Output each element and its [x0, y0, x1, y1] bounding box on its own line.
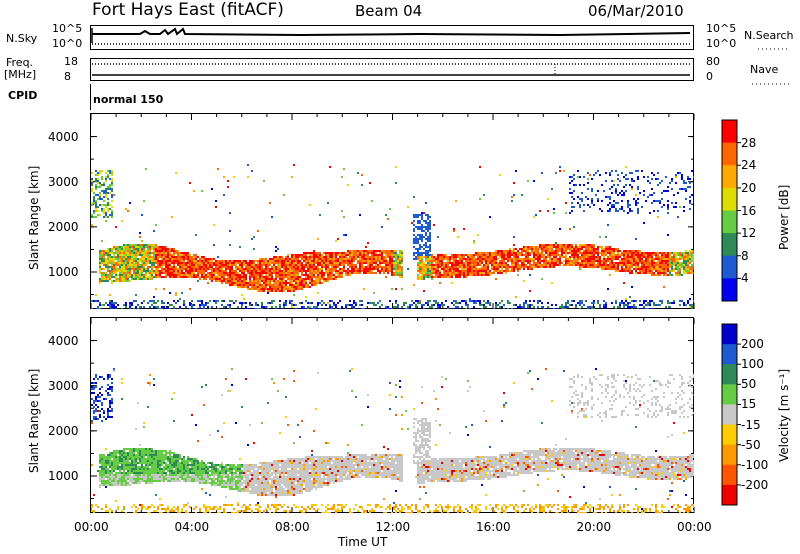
velocity-ylabel: Slant Range [km]	[27, 368, 41, 473]
colorbar-swatch	[722, 165, 737, 189]
y-tick-label: 1000	[48, 264, 79, 279]
power-colorbar-label: Power [dB]	[777, 184, 791, 250]
x-tick-label: 08:00	[275, 520, 310, 534]
y-tick-label: 4000	[48, 129, 79, 144]
nsearch-tick-bottom: 10^0	[706, 37, 737, 50]
nsky-tick-bottom: 10^0	[52, 37, 83, 50]
velocity-colorbar-label: Velocity [m s⁻¹]	[777, 368, 791, 462]
cpid-label: CPID	[8, 89, 38, 102]
nsearch-tick-top: 10^5	[706, 22, 737, 35]
nsearch-label: N.Search	[744, 29, 794, 42]
y-tick-label: 2000	[48, 219, 79, 234]
colorbar-swatch	[722, 324, 737, 345]
colorbar-swatch	[722, 344, 737, 365]
nsky-line	[92, 27, 691, 37]
colorbar-swatch	[722, 255, 737, 279]
freq-unit: [MHz]	[4, 68, 37, 81]
colorbar-tick-label: 12	[741, 226, 757, 241]
nsky-panel-frame	[90, 25, 694, 50]
y-tick-label: 4000	[48, 333, 79, 348]
colorbar-swatch	[722, 464, 737, 486]
freq-tick-top: 18	[64, 55, 78, 68]
station-title: Fort Hays East (fitACF)	[92, 0, 284, 20]
colorbar-tick-label: 16	[741, 203, 757, 218]
colorbar-swatch	[722, 278, 737, 302]
x-tick-label: 20:00	[576, 520, 612, 534]
colorbar-tick-label: -100	[741, 457, 769, 472]
freq-label: Freq.	[6, 56, 34, 69]
colorbar-tick-label: 15	[741, 397, 757, 412]
freq-panel-frame	[90, 58, 694, 81]
colorbar-tick-label: 200	[741, 337, 764, 352]
colorbar-swatch	[722, 484, 737, 506]
colorbar-swatch	[722, 364, 737, 385]
power-heatmap	[91, 114, 694, 309]
nsky-tick-top: 10^5	[52, 22, 83, 35]
x-tick-label: 00:00	[677, 520, 712, 534]
beam-title: Beam 04	[355, 2, 423, 20]
colorbar-swatch	[722, 142, 737, 166]
colorbar-tick-label: -200	[741, 477, 769, 492]
colorbar-tick-label: 28	[741, 135, 757, 150]
power-ylabel: Slant Range [km]	[27, 165, 41, 270]
velocity-heatmap	[91, 318, 694, 513]
y-tick-label: 2000	[48, 423, 79, 438]
x-tick-label: 00:00	[74, 520, 109, 534]
colorbar-tick-label: 24	[741, 158, 757, 173]
colorbar-tick-label: 50	[741, 377, 757, 392]
y-tick-label: 3000	[48, 378, 79, 393]
colorbar-tick-label: -50	[741, 437, 761, 452]
x-tick-label: 04:00	[174, 520, 210, 534]
x-axis-label: Time UT	[338, 535, 388, 549]
cpid-value: normal 150	[93, 93, 164, 106]
colorbar-tick-label: 4	[741, 271, 749, 286]
colorbar-swatch	[722, 210, 737, 234]
nave-tick-top: 80	[706, 55, 720, 68]
colorbar-frame	[721, 323, 738, 506]
x-tick-label: 12:00	[375, 520, 411, 534]
colorbar-swatch	[722, 384, 737, 405]
colorbar-tick-label: -15	[741, 417, 761, 432]
colorbar-swatch	[722, 424, 737, 446]
nave-tick-bottom: 0	[706, 70, 713, 83]
colorbar-tick-label: 20	[741, 180, 757, 195]
colorbar-swatch	[722, 120, 737, 144]
colorbar-tick-label: 8	[741, 248, 749, 263]
x-tick-label: 16:00	[476, 520, 511, 534]
nsky-label: N.Sky	[6, 32, 38, 45]
y-tick-label: 1000	[48, 468, 79, 483]
colorbar-swatch	[722, 404, 737, 426]
date-title: 06/Mar/2010	[588, 2, 684, 20]
colorbar-swatch	[722, 233, 737, 257]
colorbar-swatch	[722, 187, 737, 211]
freq-tick-bottom: 8	[64, 70, 71, 83]
colorbar-tick-label: 100	[741, 357, 764, 372]
y-tick-label: 3000	[48, 174, 79, 189]
nave-label: Nave	[750, 63, 779, 76]
colorbar-swatch	[722, 444, 737, 466]
